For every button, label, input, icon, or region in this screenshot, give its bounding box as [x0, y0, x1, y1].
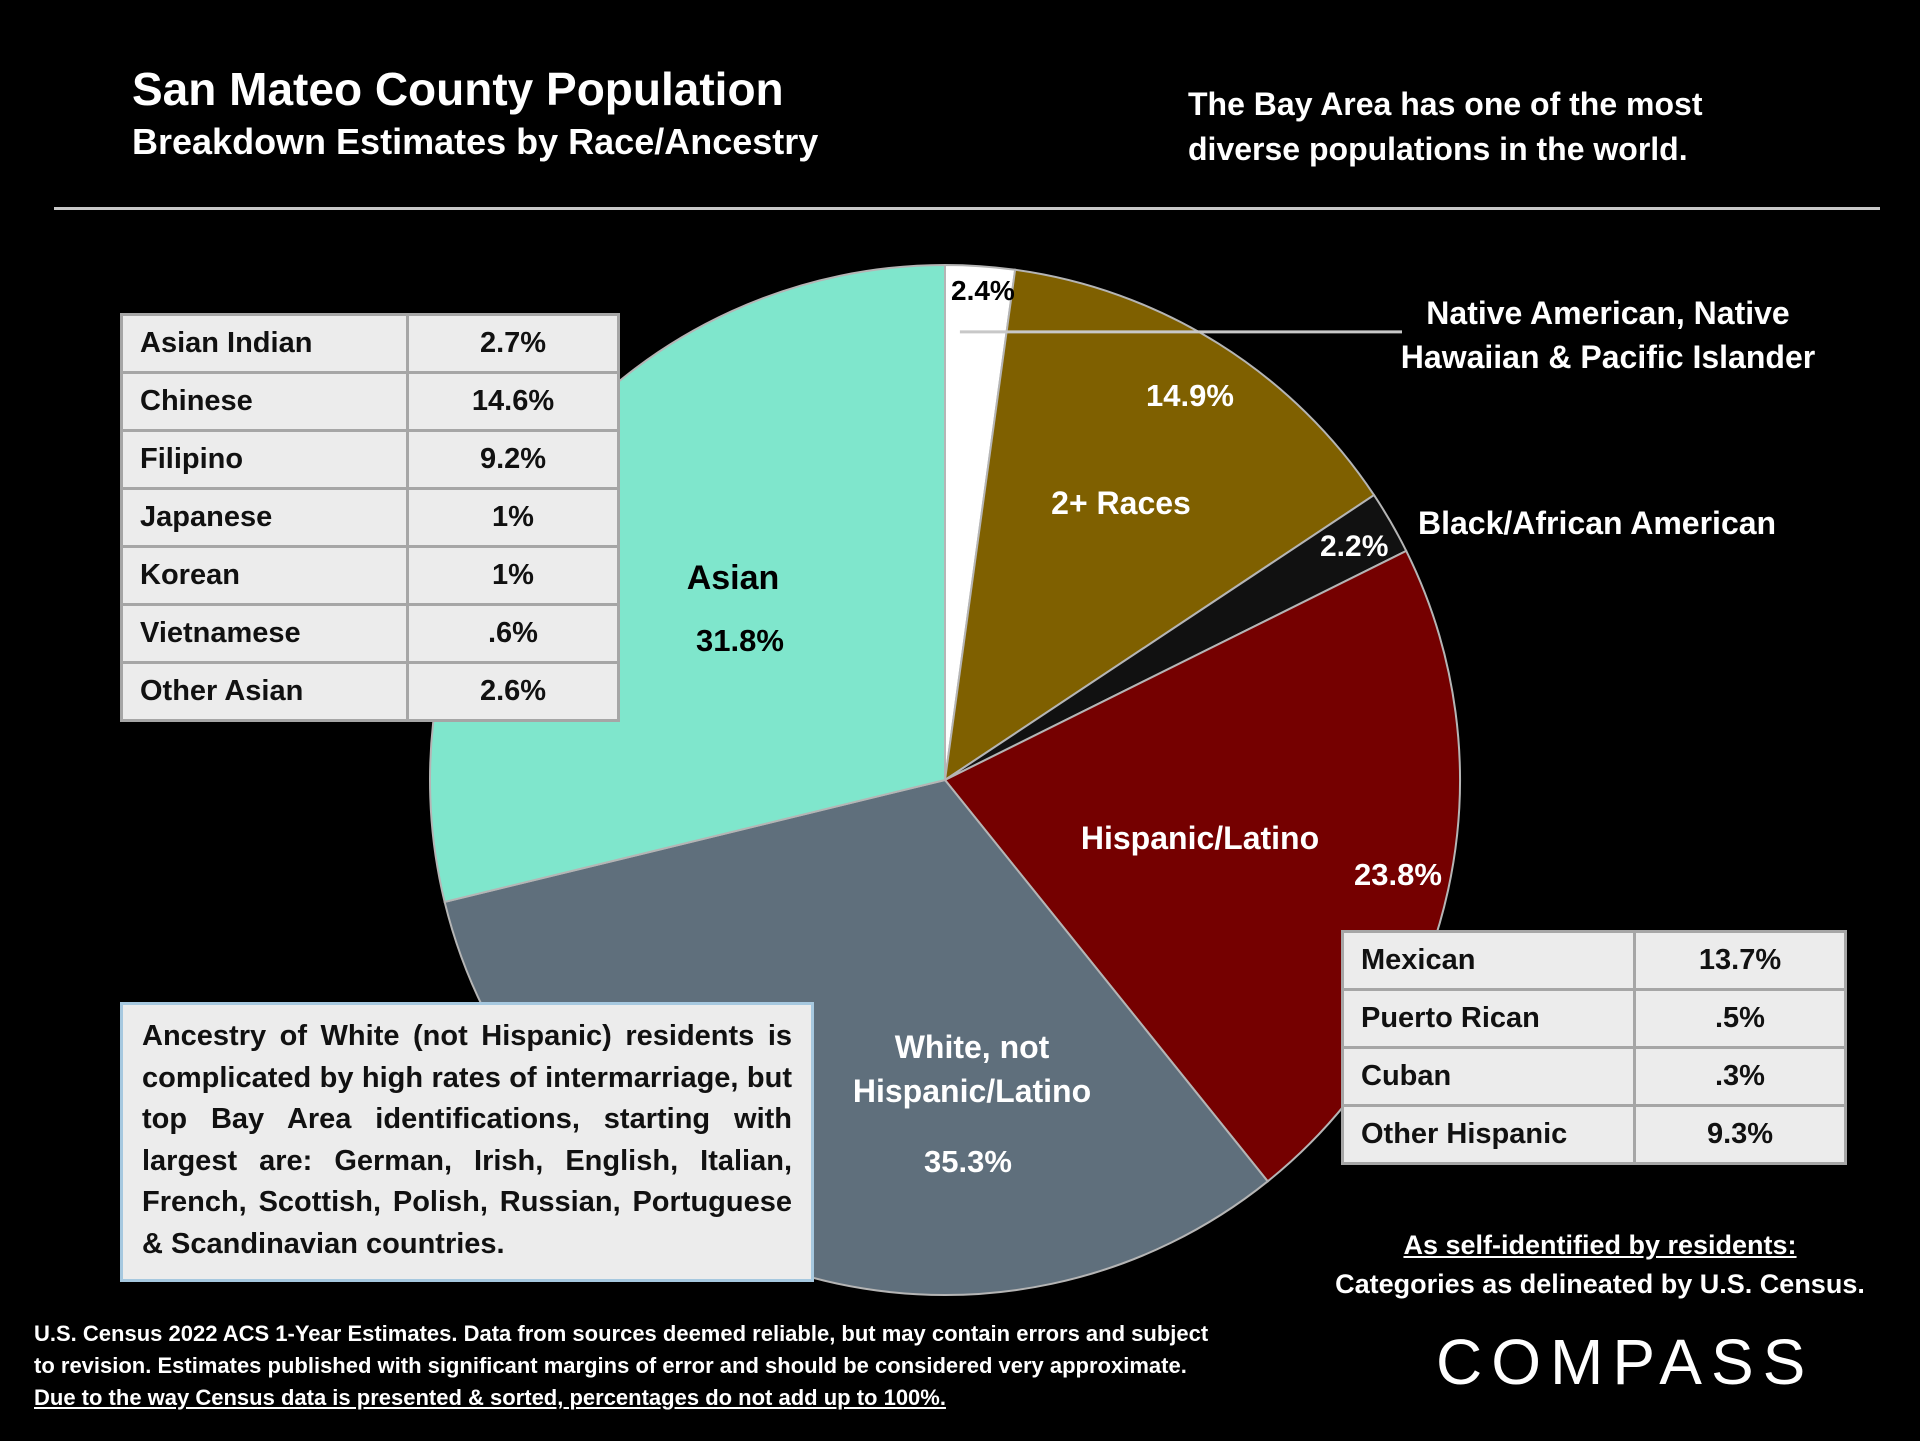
hispanic-name-cell: Other Hispanic: [1341, 1104, 1636, 1165]
black-callout-label: Black/African American: [1418, 505, 1776, 541]
tagline-line-1: The Bay Area has one of the most: [1188, 86, 1703, 122]
races-name-label: 2+ Races: [1051, 485, 1191, 521]
self-identified-line-2: Categories as delineated by U.S. Census.: [1335, 1269, 1865, 1299]
asian-row: Other Asian 2.6%: [120, 661, 620, 722]
native-value-label: 2.4%: [951, 275, 1015, 306]
hispanic-row: Puerto Rican .5%: [1341, 988, 1847, 1049]
asian-value-cell: .6%: [406, 603, 620, 664]
asian-name-cell: Filipino: [120, 429, 409, 490]
hispanic-breakdown-table: Mexican 13.7% Puerto Rican .5% Cuban .3% Other…: [1341, 930, 1847, 1165]
hispanic-value-cell: .3%: [1633, 1046, 1847, 1107]
source-footnote: U.S. Census 2022 ACS 1-Year Estimates. D…: [34, 1318, 1234, 1414]
white-value-label: 35.3%: [924, 1144, 1012, 1179]
pie-slice-2-races: [943, 268, 1376, 783]
white-ancestry-note: Ancestry of White (not Hispanic) residen…: [120, 1002, 814, 1282]
asian-value-cell: 9.2%: [406, 429, 620, 490]
asian-value-cell: 1%: [406, 545, 620, 606]
hispanic-value-cell: 13.7%: [1633, 930, 1847, 991]
self-identified-line-1: As self-identified by residents:: [1403, 1230, 1797, 1260]
compass-logo: COMPASS: [1436, 1326, 1815, 1398]
asian-name-cell: Japanese: [120, 487, 409, 548]
hispanic-row: Other Hispanic 9.3%: [1341, 1104, 1847, 1165]
asian-row: Filipino 9.2%: [120, 429, 620, 490]
asian-value-label: 31.8%: [696, 623, 784, 658]
asian-row: Japanese 1%: [120, 487, 620, 548]
races-value-label: 14.9%: [1146, 378, 1234, 413]
native-callout-label-2: Hawaiian & Pacific Islander: [1401, 339, 1815, 375]
pie-slice-hispanic-latino: [943, 549, 1461, 1183]
hispanic-value-cell: .5%: [1633, 988, 1847, 1049]
self-identified-note: As self-identified by residents: Categor…: [1300, 1226, 1900, 1304]
white-name-label-1: White, not: [895, 1029, 1050, 1065]
hispanic-name-cell: Puerto Rican: [1341, 988, 1636, 1049]
native-callout-label-1: Native American, Native: [1426, 295, 1789, 331]
hispanic-value-cell: 9.3%: [1633, 1104, 1847, 1165]
hispanic-name-label: Hispanic/Latino: [1081, 820, 1319, 856]
footnote-text: U.S. Census 2022 ACS 1-Year Estimates. D…: [34, 1321, 1209, 1378]
hispanic-name-cell: Mexican: [1341, 930, 1636, 991]
asian-row: Korean 1%: [120, 545, 620, 606]
asian-name-cell: Vietnamese: [120, 603, 409, 664]
asian-value-cell: 1%: [406, 487, 620, 548]
asian-value-cell: 2.6%: [406, 661, 620, 722]
asian-name-cell: Korean: [120, 545, 409, 606]
hispanic-row: Cuban .3%: [1341, 1046, 1847, 1107]
asian-breakdown-table: Asian Indian 2.7% Chinese 14.6% Filipino 9.2%…: [120, 313, 620, 722]
hispanic-row: Mexican 13.7%: [1341, 930, 1847, 991]
asian-name-cell: Other Asian: [120, 661, 409, 722]
white-name-label-2: Hispanic/Latino: [853, 1073, 1091, 1109]
asian-name-cell: Asian Indian: [120, 313, 409, 374]
footnote-underlined: Due to the way Census data is presented …: [34, 1385, 946, 1410]
tagline: The Bay Area has one of the most diverse…: [1188, 82, 1788, 172]
page-title: San Mateo County Population: [132, 63, 784, 115]
asian-row: Asian Indian 2.7%: [120, 313, 620, 374]
hispanic-value-label: 23.8%: [1354, 857, 1442, 892]
page-subtitle: Breakdown Estimates by Race/Ancestry: [132, 121, 819, 162]
asian-row: Chinese 14.6%: [120, 371, 620, 432]
asian-row: Vietnamese .6%: [120, 603, 620, 664]
asian-value-cell: 14.6%: [406, 371, 620, 432]
tagline-line-2: diverse populations in the world.: [1188, 131, 1688, 167]
header-divider: [54, 207, 1880, 210]
asian-name-cell: Chinese: [120, 371, 409, 432]
hispanic-name-cell: Cuban: [1341, 1046, 1636, 1107]
asian-value-cell: 2.7%: [406, 313, 620, 374]
asian-name-label: Asian: [687, 559, 780, 597]
black-value-label: 2.2%: [1320, 530, 1388, 563]
